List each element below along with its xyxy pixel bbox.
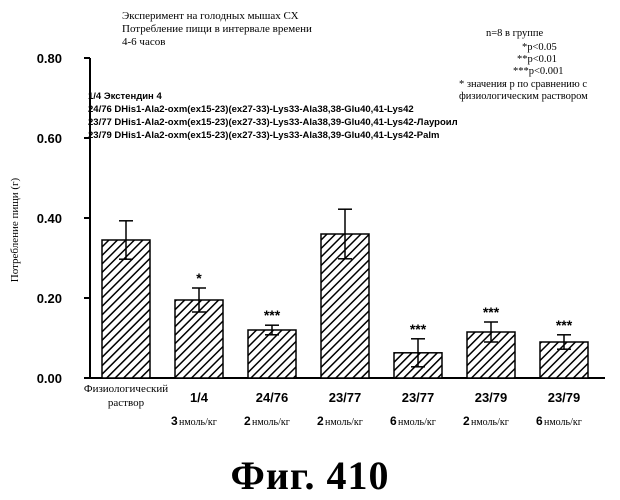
x-category-label: 23/77	[329, 390, 362, 405]
x-dose-value: 2	[317, 414, 324, 428]
y-tick-label: 0.60	[37, 131, 62, 146]
x-dose-unit: нмоль/кг	[179, 417, 217, 428]
y-tick-label: 0.40	[37, 211, 62, 226]
significance-marker: ***	[264, 307, 281, 323]
x-category-label: 23/79	[548, 390, 581, 405]
x-category-label-line2: раствор	[108, 397, 145, 409]
x-dose-value: 6	[390, 414, 397, 428]
x-category-label: 1/4	[190, 390, 209, 405]
x-category-label: 23/79	[475, 390, 508, 405]
significance-marker: ***	[483, 304, 500, 320]
x-dose-value: 3	[171, 414, 178, 428]
significance-marker: *	[196, 270, 202, 286]
bar-chart: Потребление пищи (г) 0.00 0.20 0.40 0.60 0.8…	[0, 0, 620, 450]
x-dose-unit: нмоль/кг	[544, 417, 582, 428]
x-category-label: 23/77	[402, 390, 435, 405]
x-dose-unit: нмоль/кг	[471, 417, 509, 428]
y-tick-label: 0.00	[37, 371, 62, 386]
x-category-label: 24/76	[256, 390, 289, 405]
x-dose-unit: нмоль/кг	[398, 417, 436, 428]
x-dose-value: 2	[463, 414, 470, 428]
x-category-label: Физиологический	[84, 383, 168, 395]
significance-marker: ***	[556, 317, 573, 333]
figure-caption: Фиг. 410	[0, 452, 620, 499]
x-dose-value: 6	[536, 414, 543, 428]
y-tick-label: 0.20	[37, 291, 62, 306]
y-tick-label: 0.80	[37, 51, 62, 66]
bar	[102, 240, 150, 378]
x-dose-unit: нмоль/кг	[252, 417, 290, 428]
x-dose-unit: нмоль/кг	[325, 417, 363, 428]
x-dose-value: 2	[244, 414, 251, 428]
y-axis-label: Потребление пищи (г)	[9, 177, 21, 282]
significance-marker: ***	[410, 321, 427, 337]
bar	[248, 330, 296, 378]
